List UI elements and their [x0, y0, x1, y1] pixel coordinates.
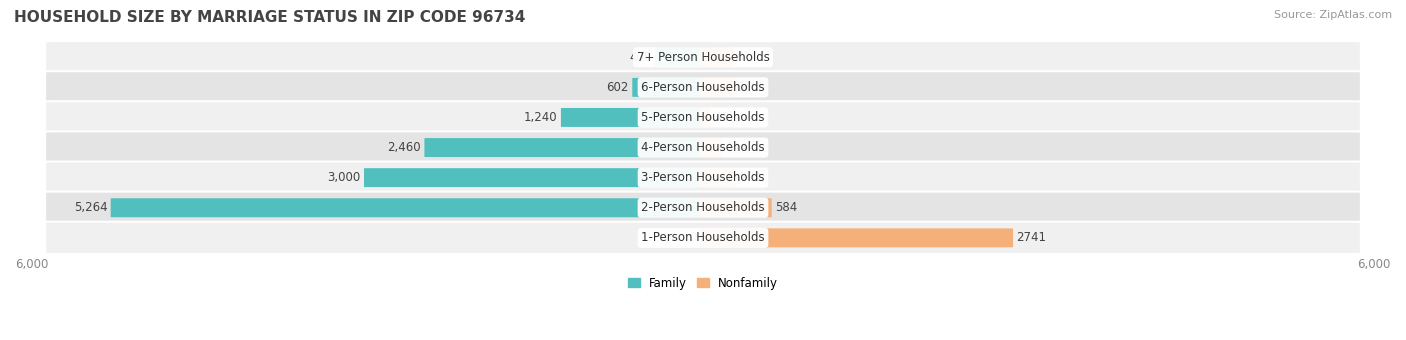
FancyBboxPatch shape — [45, 131, 1361, 164]
FancyBboxPatch shape — [700, 78, 733, 97]
Text: 5,264: 5,264 — [73, 201, 107, 214]
Legend: Family, Nonfamily: Family, Nonfamily — [624, 273, 782, 293]
Text: 602: 602 — [606, 81, 628, 94]
Text: 4-Person Households: 4-Person Households — [641, 141, 765, 154]
FancyBboxPatch shape — [111, 198, 706, 217]
FancyBboxPatch shape — [425, 138, 706, 157]
FancyBboxPatch shape — [45, 222, 1361, 254]
Text: 7+ Person Households: 7+ Person Households — [637, 51, 769, 64]
Text: 2741: 2741 — [1017, 231, 1046, 244]
Text: 0: 0 — [737, 81, 744, 94]
Text: 3,000: 3,000 — [328, 171, 360, 184]
FancyBboxPatch shape — [700, 228, 1014, 247]
FancyBboxPatch shape — [700, 198, 772, 217]
FancyBboxPatch shape — [45, 101, 1361, 134]
Text: 1-Person Households: 1-Person Households — [641, 231, 765, 244]
FancyBboxPatch shape — [700, 168, 735, 187]
Text: 3-Person Households: 3-Person Households — [641, 171, 765, 184]
FancyBboxPatch shape — [45, 41, 1361, 73]
Text: 2,460: 2,460 — [388, 141, 420, 154]
FancyBboxPatch shape — [700, 108, 711, 127]
Text: 144: 144 — [725, 141, 748, 154]
FancyBboxPatch shape — [561, 108, 706, 127]
FancyBboxPatch shape — [45, 192, 1361, 224]
FancyBboxPatch shape — [700, 138, 723, 157]
FancyBboxPatch shape — [45, 162, 1361, 194]
Text: 0: 0 — [689, 231, 696, 244]
FancyBboxPatch shape — [45, 71, 1361, 103]
FancyBboxPatch shape — [655, 48, 706, 67]
Text: 262: 262 — [740, 171, 762, 184]
FancyBboxPatch shape — [633, 78, 706, 97]
FancyBboxPatch shape — [700, 48, 733, 67]
Text: 41: 41 — [714, 111, 730, 124]
Text: 584: 584 — [775, 201, 797, 214]
Text: 400: 400 — [630, 51, 651, 64]
Text: 2-Person Households: 2-Person Households — [641, 201, 765, 214]
Text: 5-Person Households: 5-Person Households — [641, 111, 765, 124]
Text: HOUSEHOLD SIZE BY MARRIAGE STATUS IN ZIP CODE 96734: HOUSEHOLD SIZE BY MARRIAGE STATUS IN ZIP… — [14, 10, 526, 25]
FancyBboxPatch shape — [364, 168, 706, 187]
Text: Source: ZipAtlas.com: Source: ZipAtlas.com — [1274, 10, 1392, 20]
Text: 1,240: 1,240 — [524, 111, 558, 124]
Text: 6-Person Households: 6-Person Households — [641, 81, 765, 94]
Text: 0: 0 — [737, 51, 744, 64]
